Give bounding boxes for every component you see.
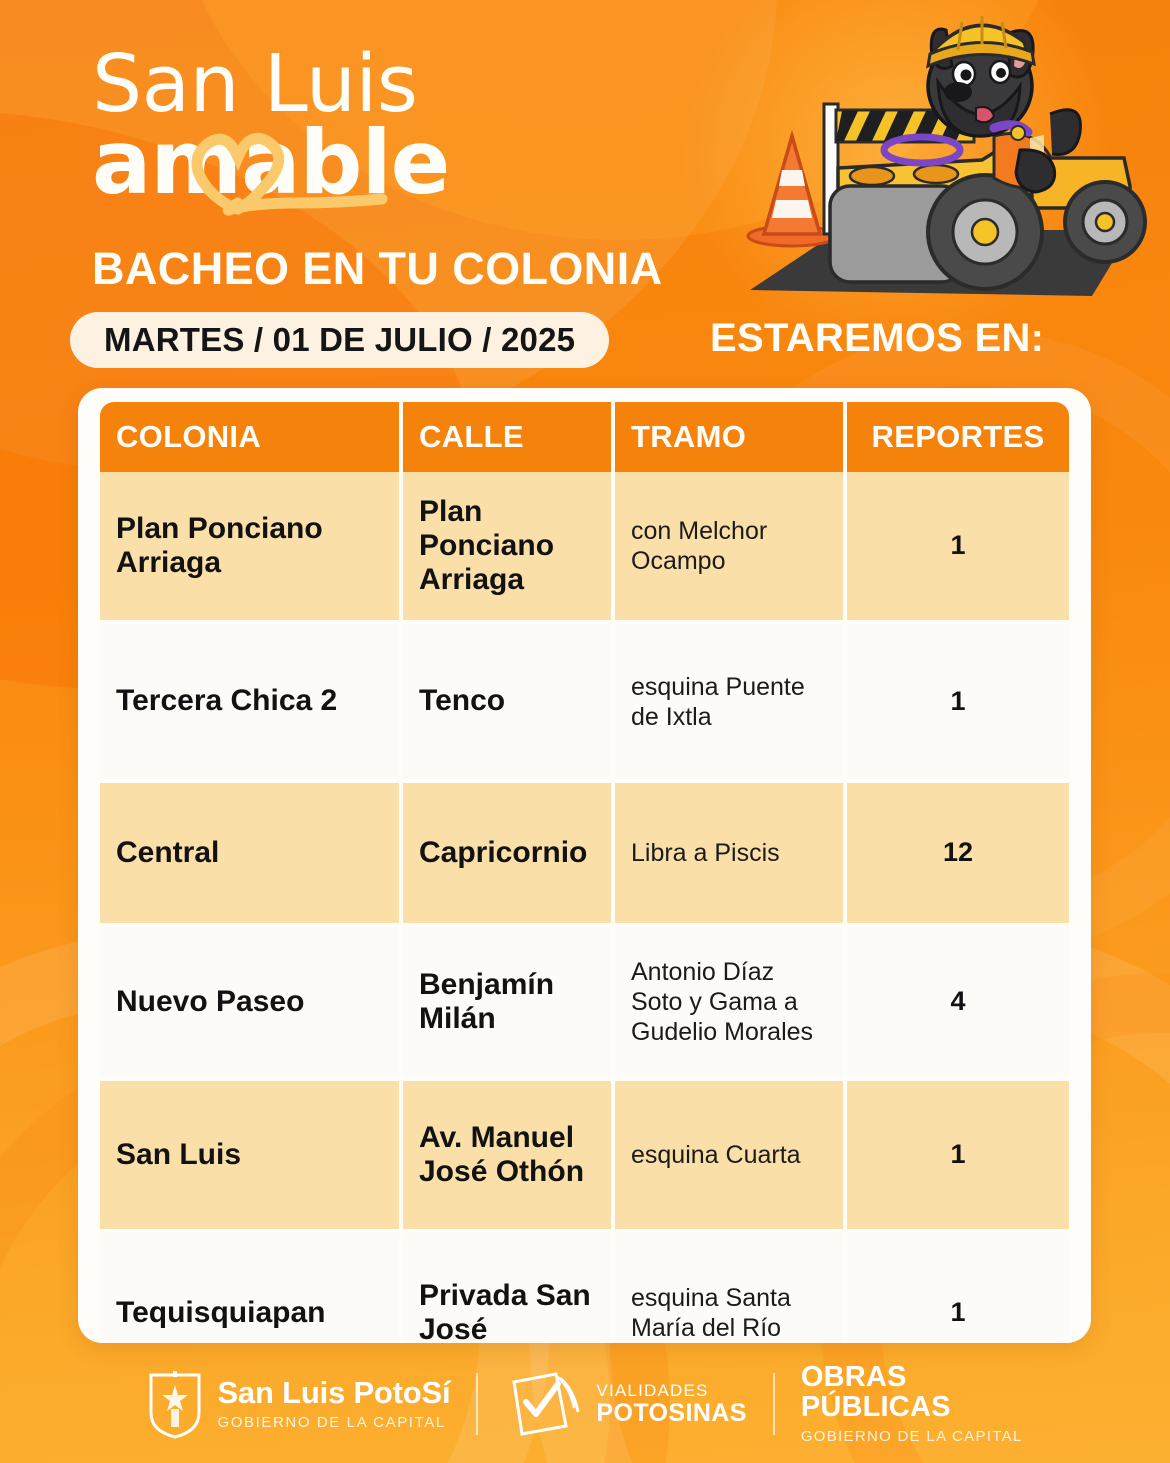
footer-divider-1	[476, 1373, 479, 1435]
cell-reportes: 1	[847, 1233, 1069, 1343]
logo-vialidades-potosinas: VIALIDADES POTOSINAS	[478, 1368, 772, 1440]
cell-reportes: 1	[847, 1081, 1069, 1229]
cell-colonia: Nuevo Paseo	[100, 927, 403, 1077]
cell-tramo-text: Libra a Piscis	[631, 839, 780, 867]
coat-of-arms-icon	[149, 1371, 201, 1439]
logo-obras-line2: PÚBLICAS	[800, 1391, 951, 1423]
cell-tramo: con Melchor Ocampo	[615, 472, 847, 620]
cell-calle: Tenco	[403, 624, 615, 779]
logo-san-luis-potosi: San Luis PotoSí GOBIERNO DE LA CAPITAL	[121, 1369, 476, 1439]
table-row: Tercera Chica 2 Tenco esquina Puente de …	[100, 624, 1069, 783]
cell-reportes-text: 1	[950, 530, 966, 561]
poster-header: San Luis amable BACHEO EN TU COLONIA MAR…	[0, 0, 1170, 385]
traffic-cone-icon	[746, 129, 838, 248]
dog-steamroller-illustration	[732, 8, 1152, 308]
table-row: Central Capricornio Libra a Piscis 12	[100, 783, 1069, 927]
date-badge-label: MARTES / 01 DE JULIO / 2025	[104, 321, 576, 358]
vialidades-check-icon	[512, 1372, 580, 1436]
cell-colonia-text: Nuevo Paseo	[116, 984, 305, 1018]
cell-tramo-text: Antonio Díaz Soto y Gama a Gudelio Moral…	[631, 958, 814, 1046]
table-row: Nuevo Paseo Benjamín Milán Antonio Díaz …	[100, 927, 1069, 1081]
cell-calle: Benjamín Milán	[403, 927, 615, 1077]
cell-tramo-text: esquina Cuarta	[631, 1141, 801, 1169]
cell-reportes: 1	[847, 472, 1069, 620]
table-row: Tequisquiapan Privada San José esquina S…	[100, 1233, 1069, 1343]
cell-calle: Privada San José	[403, 1233, 615, 1343]
cell-colonia-text: San Luis	[116, 1137, 242, 1171]
cell-colonia-text: Central	[116, 835, 220, 869]
cell-colonia: Tercera Chica 2	[100, 624, 403, 779]
table-row: San Luis Av. Manuel José Othón esquina C…	[100, 1081, 1069, 1233]
cell-reportes: 1	[847, 624, 1069, 779]
cell-tramo-text: esquina Puente de Ixtla	[631, 672, 805, 731]
cell-calle-text: Plan Ponciano Arriaga	[419, 494, 555, 597]
cell-tramo: esquina Santa María del Río	[615, 1233, 847, 1343]
brand-line-amable: amable	[92, 111, 450, 215]
table-header-row: COLONIA CALLE TRAMO REPORTES	[100, 402, 1069, 472]
schnauzer-dog-icon	[926, 16, 1082, 194]
cell-tramo: esquina Cuarta	[615, 1081, 847, 1229]
footer-divider-2	[772, 1373, 775, 1435]
cell-tramo: Antonio Díaz Soto y Gama a Gudelio Moral…	[615, 927, 847, 1077]
cell-reportes-text: 12	[942, 837, 974, 868]
cell-colonia: Plan Ponciano Arriaga	[100, 472, 403, 620]
logo-obras-line1: OBRAS	[800, 1361, 907, 1394]
heart-ribbon-icon	[191, 133, 388, 216]
cell-reportes-text: 1	[950, 1139, 966, 1170]
column-header-reportes: REPORTES	[847, 402, 1069, 472]
brand-lockup: San Luis amable	[92, 38, 692, 216]
column-header-colonia: COLONIA	[100, 402, 403, 472]
logo-vialidades-line2: POTOSINAS	[596, 1399, 747, 1428]
cell-calle-text: Benjamín Milán	[419, 967, 555, 1035]
cell-calle-text: Privada San José	[419, 1278, 591, 1343]
cell-tramo-text: con Melchor Ocampo	[631, 517, 768, 575]
table-body: Plan Ponciano Arriaga Plan Ponciano Arri…	[100, 472, 1069, 1343]
cell-calle-text: Av. Manuel José Othón	[419, 1120, 585, 1188]
cell-reportes: 12	[847, 783, 1069, 923]
cell-colonia-text: Plan Ponciano Arriaga	[116, 511, 323, 579]
cell-tramo: Libra a Piscis	[615, 783, 847, 923]
table-row: Plan Ponciano Arriaga Plan Ponciano Arri…	[100, 472, 1069, 624]
schedule-card: COLONIA CALLE TRAMO REPORTES Plan Poncia…	[78, 388, 1091, 1343]
column-header-tramo: TRAMO	[615, 402, 847, 472]
schedule-table: COLONIA CALLE TRAMO REPORTES Plan Poncia…	[100, 402, 1069, 1343]
logo-vialidades-line1: VIALIDADES	[596, 1380, 709, 1400]
logo-san-luis-sub: GOBIERNO DE LA CAPITAL	[217, 1414, 446, 1431]
brand-line-san-luis: San Luis	[92, 38, 418, 130]
logo-obras-publicas: OBRAS PÚBLICAS GOBIERNO DE LA CAPITAL	[775, 1361, 1049, 1445]
cell-reportes-text: 4	[950, 986, 966, 1017]
campaign-title: BACHEO EN TU COLONIA	[92, 243, 663, 294]
cell-colonia: San Luis	[100, 1081, 403, 1229]
cell-tramo-text: esquina Santa María del Río	[631, 1284, 791, 1342]
cell-colonia: Tequisquiapan	[100, 1233, 403, 1343]
date-badge: MARTES / 01 DE JULIO / 2025	[70, 312, 610, 368]
cell-colonia: Central	[100, 783, 403, 923]
cell-reportes-text: 1	[950, 685, 966, 716]
logo-san-luis-main: San Luis PotoSí	[217, 1375, 451, 1410]
cell-calle: Av. Manuel José Othón	[403, 1081, 615, 1229]
column-header-calle: CALLE	[403, 402, 615, 472]
cell-tramo: esquina Puente de Ixtla	[615, 624, 847, 779]
cell-colonia-text: Tercera Chica 2	[116, 684, 338, 718]
cell-reportes: 4	[847, 927, 1069, 1077]
cell-calle-text: Capricornio	[419, 835, 588, 869]
brand-line-amable-wrap: amable	[92, 111, 692, 216]
cell-colonia-text: Tequisquiapan	[116, 1295, 326, 1329]
cell-calle-text: Tenco	[419, 684, 506, 718]
logo-obras-sub: GOBIERNO DE LA CAPITAL	[800, 1427, 1023, 1445]
estaremos-label: ESTAREMOS EN:	[710, 316, 1045, 360]
cell-reportes-text: 1	[950, 1297, 966, 1328]
poster-footer: San Luis PotoSí GOBIERNO DE LA CAPITAL V…	[0, 1345, 1170, 1463]
hard-hat-icon	[926, 16, 1036, 69]
cell-calle: Plan Ponciano Arriaga	[403, 472, 615, 620]
cell-calle: Capricornio	[403, 783, 615, 923]
